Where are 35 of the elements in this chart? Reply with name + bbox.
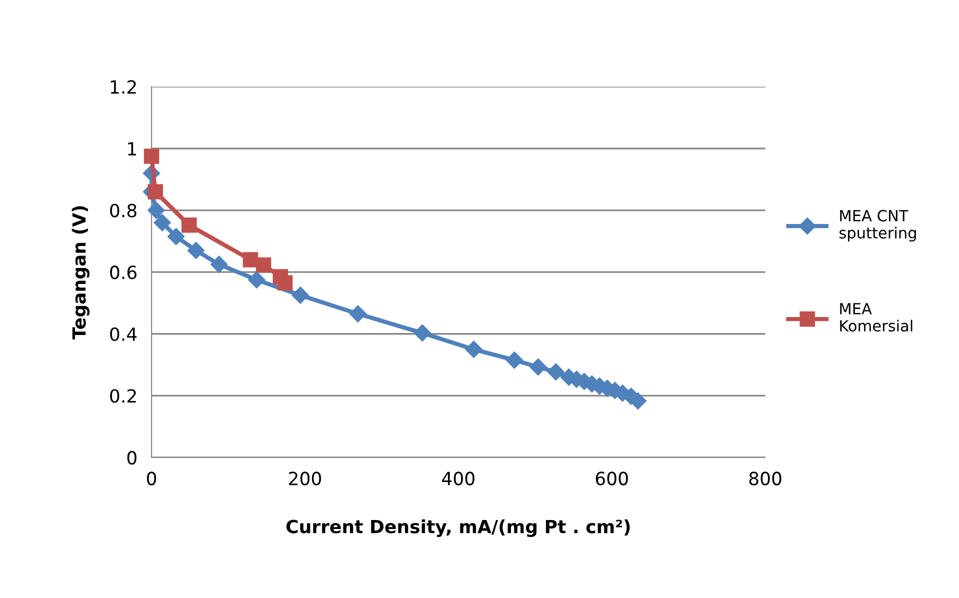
x-tick-label: 800 <box>749 472 782 486</box>
x-tick-label: 400 <box>442 472 474 486</box>
x-tick-label: 200 <box>289 472 321 486</box>
point <box>242 252 258 268</box>
point <box>349 305 366 322</box>
y-tick-label: 1.2 <box>110 80 136 94</box>
x-axis-title: Current Density, mA/(mg Pt . cm²) <box>286 519 630 538</box>
legend-label: MEA Komersial <box>840 303 912 332</box>
point <box>506 352 523 369</box>
y-tick-label: 0.8 <box>110 204 136 218</box>
point <box>144 148 160 164</box>
x-tick-label: 600 <box>596 472 628 486</box>
point <box>181 217 197 233</box>
legend-label: MEA CNT sputtering <box>839 210 916 242</box>
x-tick-label: 0 <box>146 472 156 486</box>
point <box>210 256 228 273</box>
point <box>292 286 309 304</box>
point <box>148 184 163 200</box>
point <box>414 324 431 342</box>
y-tick-label: 0 <box>127 450 136 465</box>
point <box>465 340 482 358</box>
point <box>256 257 272 273</box>
point <box>154 214 171 232</box>
y-tick-label: 0.6 <box>110 266 136 280</box>
y-tick-label: 0.2 <box>110 389 136 403</box>
point <box>148 202 165 219</box>
point <box>530 358 547 376</box>
point <box>187 242 205 260</box>
point <box>547 363 564 380</box>
point <box>248 271 266 288</box>
point <box>168 228 185 246</box>
y-axis-title: Tegangan (V) <box>72 206 90 340</box>
point <box>277 275 293 291</box>
y-tick-label: 0.4 <box>110 327 137 341</box>
y-tick-label: 1 <box>128 142 136 156</box>
